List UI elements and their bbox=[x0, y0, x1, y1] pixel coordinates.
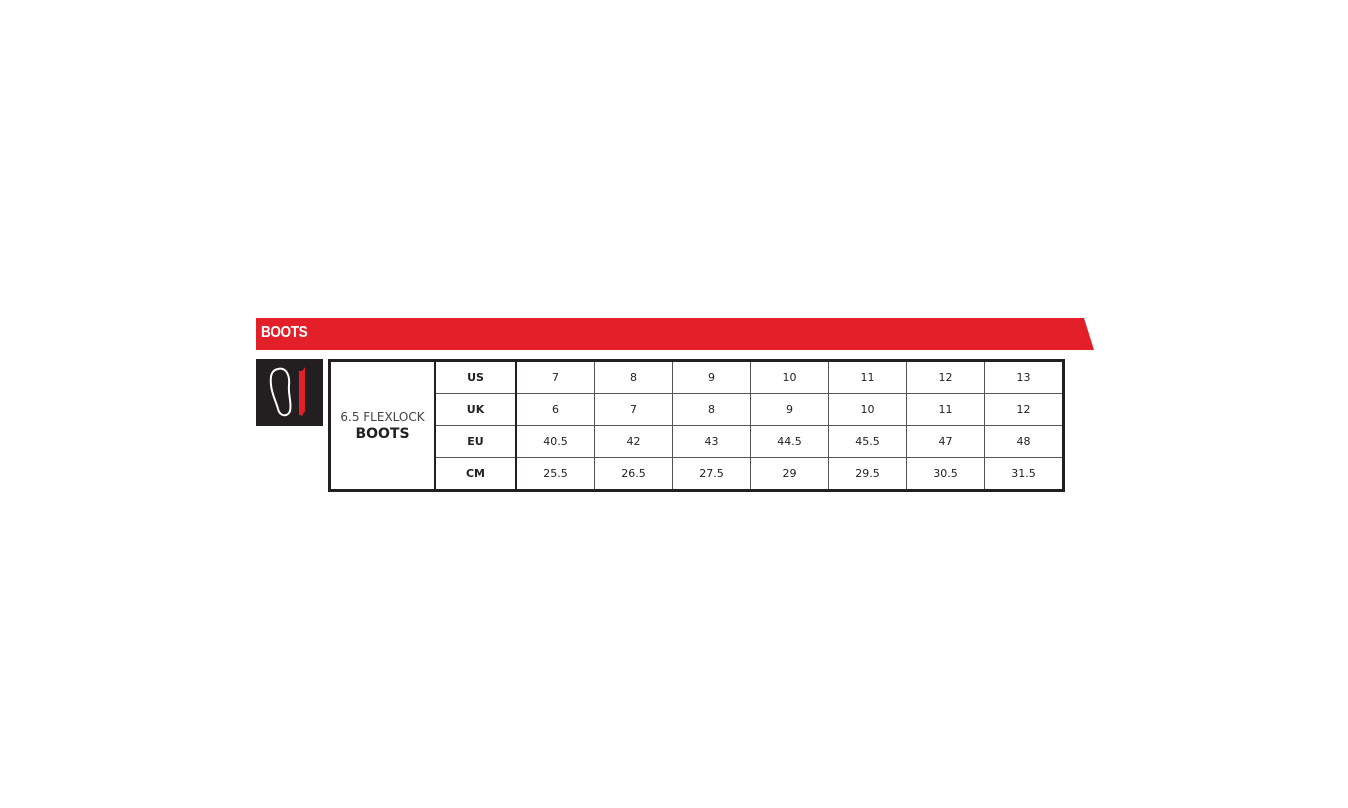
size-cell: 44.5 bbox=[750, 425, 829, 458]
size-cell: 10 bbox=[828, 393, 907, 426]
size-cell: 11 bbox=[828, 360, 907, 394]
size-cell: 48 bbox=[984, 425, 1064, 458]
section-banner: BOOTS bbox=[256, 318, 1094, 350]
size-cell: 8 bbox=[672, 393, 751, 426]
size-cell: 12 bbox=[984, 393, 1064, 426]
table-row: EU 40.5 42 43 44.5 45.5 47 48 bbox=[330, 425, 1064, 458]
size-cell: 26.5 bbox=[594, 457, 673, 491]
size-cell: 30.5 bbox=[906, 457, 985, 491]
size-cell: 9 bbox=[750, 393, 829, 426]
table-row: CM 25.5 26.5 27.5 29 29.5 30.5 31.5 bbox=[330, 457, 1064, 491]
size-cell: 47 bbox=[906, 425, 985, 458]
size-cell: 25.5 bbox=[515, 457, 595, 491]
size-cell: 12 bbox=[906, 360, 985, 394]
row-header: US bbox=[434, 360, 517, 394]
size-chart-table: 6.5 FLEXLOCK BOOTS US 7 8 9 10 11 12 13 UK 6 7 8 9 10 11… bbox=[328, 359, 1065, 492]
size-cell: 7 bbox=[594, 393, 673, 426]
size-cell: 6 bbox=[515, 393, 595, 426]
product-line1: 6.5 FLEXLOCK bbox=[340, 409, 425, 424]
row-header: CM bbox=[434, 457, 517, 491]
size-cell: 43 bbox=[672, 425, 751, 458]
product-name: 6.5 FLEXLOCK BOOTS bbox=[329, 360, 436, 491]
size-cell: 8 bbox=[594, 360, 673, 394]
size-cell: 40.5 bbox=[515, 425, 595, 458]
size-cell: 45.5 bbox=[828, 425, 907, 458]
size-cell: 7 bbox=[515, 360, 595, 394]
row-header: UK bbox=[434, 393, 517, 426]
size-cell: 42 bbox=[594, 425, 673, 458]
size-cell: 31.5 bbox=[984, 457, 1064, 491]
size-cell: 10 bbox=[750, 360, 829, 394]
section-title: BOOTS bbox=[261, 324, 308, 341]
size-cell: 27.5 bbox=[672, 457, 751, 491]
foot-length-icon bbox=[256, 359, 323, 426]
row-header: EU bbox=[434, 425, 517, 458]
size-cell: 29.5 bbox=[828, 457, 907, 491]
table-row: 6.5 FLEXLOCK BOOTS US 7 8 9 10 11 12 13 bbox=[329, 360, 1064, 491]
table-row: UK 6 7 8 9 10 11 12 bbox=[330, 393, 1064, 426]
size-cell: 29 bbox=[750, 457, 829, 491]
product-line2: BOOTS bbox=[355, 425, 410, 442]
size-cell: 13 bbox=[984, 360, 1064, 394]
size-cell: 11 bbox=[906, 393, 985, 426]
size-cell: 9 bbox=[672, 360, 751, 394]
